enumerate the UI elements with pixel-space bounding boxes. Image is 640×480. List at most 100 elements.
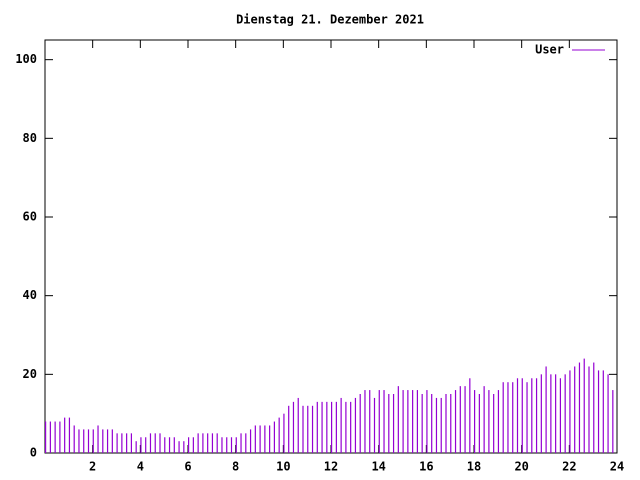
x-tick-label: 22 bbox=[562, 460, 576, 474]
y-tick-label: 40 bbox=[23, 288, 37, 302]
chart-title: Dienstag 21. Dezember 2021 bbox=[236, 13, 424, 27]
impulse bbox=[445, 394, 447, 453]
impulse bbox=[559, 378, 561, 453]
impulse bbox=[435, 397, 438, 453]
impulse bbox=[340, 397, 342, 453]
impulse bbox=[130, 433, 132, 453]
impulse bbox=[331, 401, 333, 453]
impulse bbox=[202, 433, 204, 453]
impulse bbox=[121, 433, 123, 453]
impulse bbox=[383, 390, 385, 453]
impulse bbox=[593, 362, 595, 453]
impulse bbox=[59, 421, 61, 453]
impulse bbox=[531, 378, 533, 453]
impulse bbox=[421, 394, 423, 453]
impulse bbox=[106, 429, 109, 453]
impulse bbox=[431, 394, 433, 453]
impulse bbox=[526, 382, 528, 453]
x-tick-label: 10 bbox=[276, 460, 290, 474]
impulse bbox=[216, 433, 218, 453]
impulse bbox=[369, 390, 371, 453]
impulse bbox=[235, 437, 237, 453]
impulse bbox=[392, 394, 395, 453]
impulse bbox=[102, 429, 104, 453]
y-tick-label: 100 bbox=[15, 52, 37, 66]
impulse bbox=[512, 382, 514, 453]
y-tick-label: 0 bbox=[30, 446, 37, 460]
impulse bbox=[478, 394, 480, 453]
impulse bbox=[64, 417, 66, 453]
impulse bbox=[602, 370, 604, 453]
impulse bbox=[578, 362, 581, 453]
impulse bbox=[454, 390, 457, 453]
x-tick-label: 24 bbox=[610, 460, 624, 474]
impulse bbox=[254, 425, 256, 453]
impulse bbox=[540, 374, 542, 453]
impulse bbox=[474, 390, 476, 453]
impulse bbox=[149, 433, 152, 453]
impulse bbox=[45, 421, 47, 453]
impulse bbox=[87, 429, 90, 453]
impulse bbox=[197, 433, 199, 453]
impulse bbox=[49, 421, 51, 453]
impulse bbox=[354, 397, 357, 453]
x-tick-label: 8 bbox=[232, 460, 239, 474]
impulse bbox=[574, 366, 576, 453]
impulse bbox=[249, 429, 252, 453]
impulse bbox=[302, 405, 304, 453]
y-tick-label: 60 bbox=[23, 210, 37, 224]
impulse bbox=[378, 390, 380, 453]
impulse bbox=[612, 390, 614, 453]
y-tick-label: 80 bbox=[23, 131, 37, 145]
impulse bbox=[183, 441, 185, 453]
x-tick-label: 12 bbox=[324, 460, 338, 474]
impulse bbox=[555, 374, 557, 453]
impulse bbox=[292, 401, 295, 453]
impulse bbox=[211, 433, 214, 453]
impulse bbox=[440, 397, 442, 453]
impulse bbox=[535, 378, 538, 453]
x-tick-label: 2 bbox=[89, 460, 96, 474]
x-tick-label: 18 bbox=[467, 460, 481, 474]
impulse bbox=[335, 401, 337, 453]
impulse bbox=[188, 437, 190, 453]
impulse bbox=[154, 433, 156, 453]
impulse bbox=[402, 390, 404, 453]
impulse bbox=[126, 433, 128, 453]
impulse bbox=[264, 425, 266, 453]
legend-label: User bbox=[535, 43, 564, 57]
impulse bbox=[269, 425, 271, 453]
impulse bbox=[159, 433, 161, 453]
impulse bbox=[321, 401, 323, 453]
impulse bbox=[359, 394, 361, 453]
impulse bbox=[450, 394, 452, 453]
impulse bbox=[416, 390, 418, 453]
impulse bbox=[583, 358, 585, 453]
impulse bbox=[173, 437, 175, 453]
impulse bbox=[140, 437, 142, 453]
impulse bbox=[145, 437, 147, 453]
impulse bbox=[83, 429, 85, 453]
impulse bbox=[569, 370, 571, 453]
impulse bbox=[178, 441, 180, 453]
impulse bbox=[469, 378, 471, 453]
impulse bbox=[116, 433, 118, 453]
impulse bbox=[388, 394, 390, 453]
y-tick-label: 20 bbox=[23, 367, 37, 381]
impulse bbox=[111, 429, 113, 453]
impulse bbox=[240, 433, 242, 453]
x-tick-label: 20 bbox=[514, 460, 528, 474]
impulse bbox=[550, 374, 552, 453]
impulse bbox=[607, 374, 609, 453]
x-tick-label: 6 bbox=[184, 460, 191, 474]
impulse bbox=[507, 382, 509, 453]
impulse bbox=[283, 413, 285, 453]
impulse bbox=[226, 437, 228, 453]
impulse bbox=[397, 386, 399, 453]
x-tick-label: 14 bbox=[371, 460, 385, 474]
impulse bbox=[311, 405, 314, 453]
impulse bbox=[483, 386, 485, 453]
impulse bbox=[545, 366, 547, 453]
impulse bbox=[192, 437, 194, 453]
